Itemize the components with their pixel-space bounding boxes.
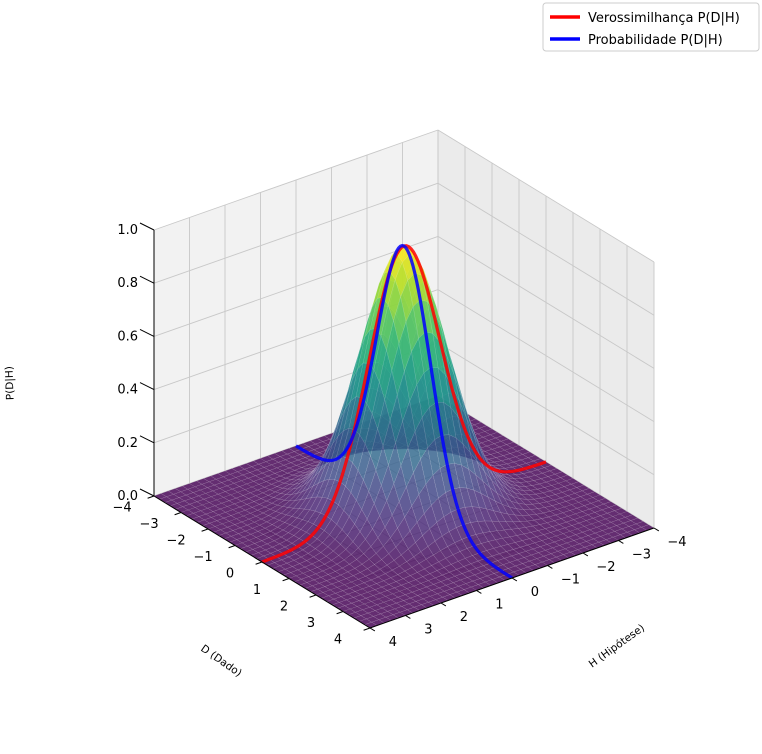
x-tick-mark <box>147 495 155 499</box>
x-tick-label: −4 <box>112 500 131 515</box>
x-tick-mark <box>255 561 263 565</box>
y-tick-mark <box>618 540 624 544</box>
z-tick-mark <box>139 382 155 391</box>
x-tick-mark <box>309 594 317 598</box>
wall-grid-z <box>437 182 655 316</box>
z-tick-mark <box>139 328 155 337</box>
legend-label-probability: Probabilidade P(D|H) <box>588 33 723 48</box>
y-axis-line <box>369 527 655 629</box>
x-tick-mark <box>336 611 344 615</box>
y-tick-label: 4 <box>389 635 397 650</box>
z-tick-mark <box>139 488 155 497</box>
z-tick-mark <box>139 222 155 231</box>
x-tick-label: −2 <box>166 533 185 548</box>
surface-mesh <box>153 245 655 629</box>
legend-box <box>542 2 760 52</box>
y-tick-mark <box>405 615 411 619</box>
legend: Verossimilhança P(D|H) Probabilidade P(D… <box>542 2 760 52</box>
y-tick-mark <box>547 565 553 569</box>
y-tick-mark <box>476 590 482 594</box>
y-tick-label: 2 <box>460 610 468 625</box>
x-tick-mark <box>282 578 290 582</box>
x-tick-label: 1 <box>253 583 261 598</box>
y-tick-mark <box>582 552 589 557</box>
wall-grid-z <box>437 342 655 476</box>
x-tick-mark <box>363 627 371 631</box>
z-tick-mark <box>139 435 155 444</box>
z-tick-label: 0.8 <box>117 276 138 291</box>
z-tick-label: 0.4 <box>117 383 138 398</box>
y-tick-mark <box>369 627 376 632</box>
z-tick-label: 0.6 <box>117 329 138 344</box>
wall-grid-z <box>153 129 439 231</box>
z-tick-label: 1.0 <box>117 223 138 238</box>
x-tick-label: 3 <box>307 616 315 631</box>
x-tick-label: 2 <box>280 599 288 614</box>
y-tick-label: −1 <box>561 573 580 588</box>
y-tick-label: −4 <box>667 535 686 550</box>
wall-grid-z <box>153 235 439 337</box>
wall-grid-z <box>437 236 655 369</box>
y-tick-label: −3 <box>632 548 651 563</box>
wall-grid-z <box>437 129 655 263</box>
x-tick-mark <box>174 512 182 516</box>
tick-labels: −4 −3 −2 −1 0 1 2 3 4 −4 −3 −2 −1 0 1 2 3 4 0.0 0.2 0.4 0.6 0.… <box>112 222 687 650</box>
z-tick-label: 0.2 <box>117 436 138 451</box>
x-tick-mark <box>201 528 209 532</box>
x-tick-label: −3 <box>139 517 158 532</box>
y-tick-mark <box>440 602 447 607</box>
wall-grid-z <box>437 289 655 422</box>
y-tick-mark <box>511 577 518 582</box>
y-axis-label: H (Hipótese) <box>587 622 647 670</box>
y-tick-label: 3 <box>424 623 432 638</box>
x-tick-label: 0 <box>226 566 234 581</box>
wall-grid-z <box>153 182 439 284</box>
y-tick-label: 1 <box>495 598 503 613</box>
z-tick-mark <box>139 275 155 284</box>
legend-label-likelihood: Verossimilhança P(D|H) <box>588 11 740 26</box>
z-tick-label: 0.0 <box>117 489 138 504</box>
x-tick-label: −1 <box>193 550 212 565</box>
z-axis-label: P(D|H) <box>3 366 16 400</box>
x-tick-mark <box>228 545 236 549</box>
curves <box>261 243 547 580</box>
y-tick-label: −2 <box>596 560 615 575</box>
probability-curve <box>295 243 513 580</box>
x-axis-label: D (Dado) <box>198 643 244 680</box>
y-tick-label: 0 <box>531 585 539 600</box>
y-tick-mark <box>653 527 660 532</box>
x-tick-label: 4 <box>334 632 342 647</box>
